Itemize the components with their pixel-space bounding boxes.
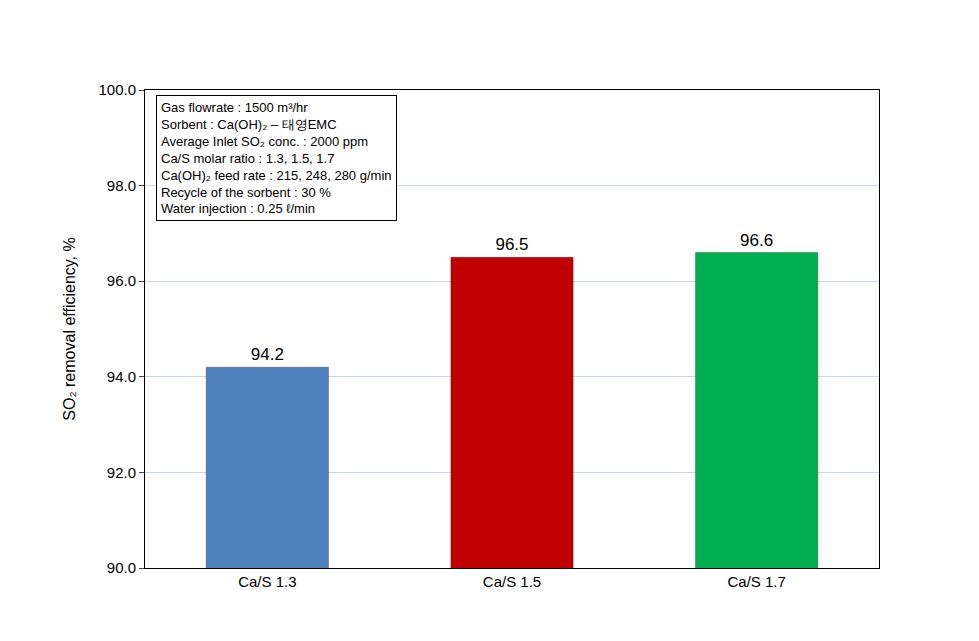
svg-text:Ca/S 1.3: Ca/S 1.3	[238, 573, 296, 590]
svg-text:92.0: 92.0	[107, 464, 136, 481]
svg-text:Ca/S 1.5: Ca/S 1.5	[483, 573, 541, 590]
svg-text:98.0: 98.0	[107, 177, 136, 194]
svg-text:96.6: 96.6	[740, 231, 773, 250]
svg-text:SO₂ removal efficiency, %: SO₂ removal efficiency, %	[61, 237, 78, 420]
svg-text:96.5: 96.5	[495, 235, 528, 254]
svg-text:96.0: 96.0	[107, 272, 136, 289]
svg-text:Ca/S 1.7: Ca/S 1.7	[727, 573, 785, 590]
svg-text:Gas flowrate : 1500 m³/hrSorbe: Gas flowrate : 1500 m³/hrSorbent : Ca(OH…	[161, 100, 392, 216]
svg-text:100.0: 100.0	[98, 81, 136, 98]
svg-text:94.2: 94.2	[251, 345, 284, 364]
svg-text:94.0: 94.0	[107, 368, 136, 385]
svg-text:90.0: 90.0	[107, 559, 136, 576]
